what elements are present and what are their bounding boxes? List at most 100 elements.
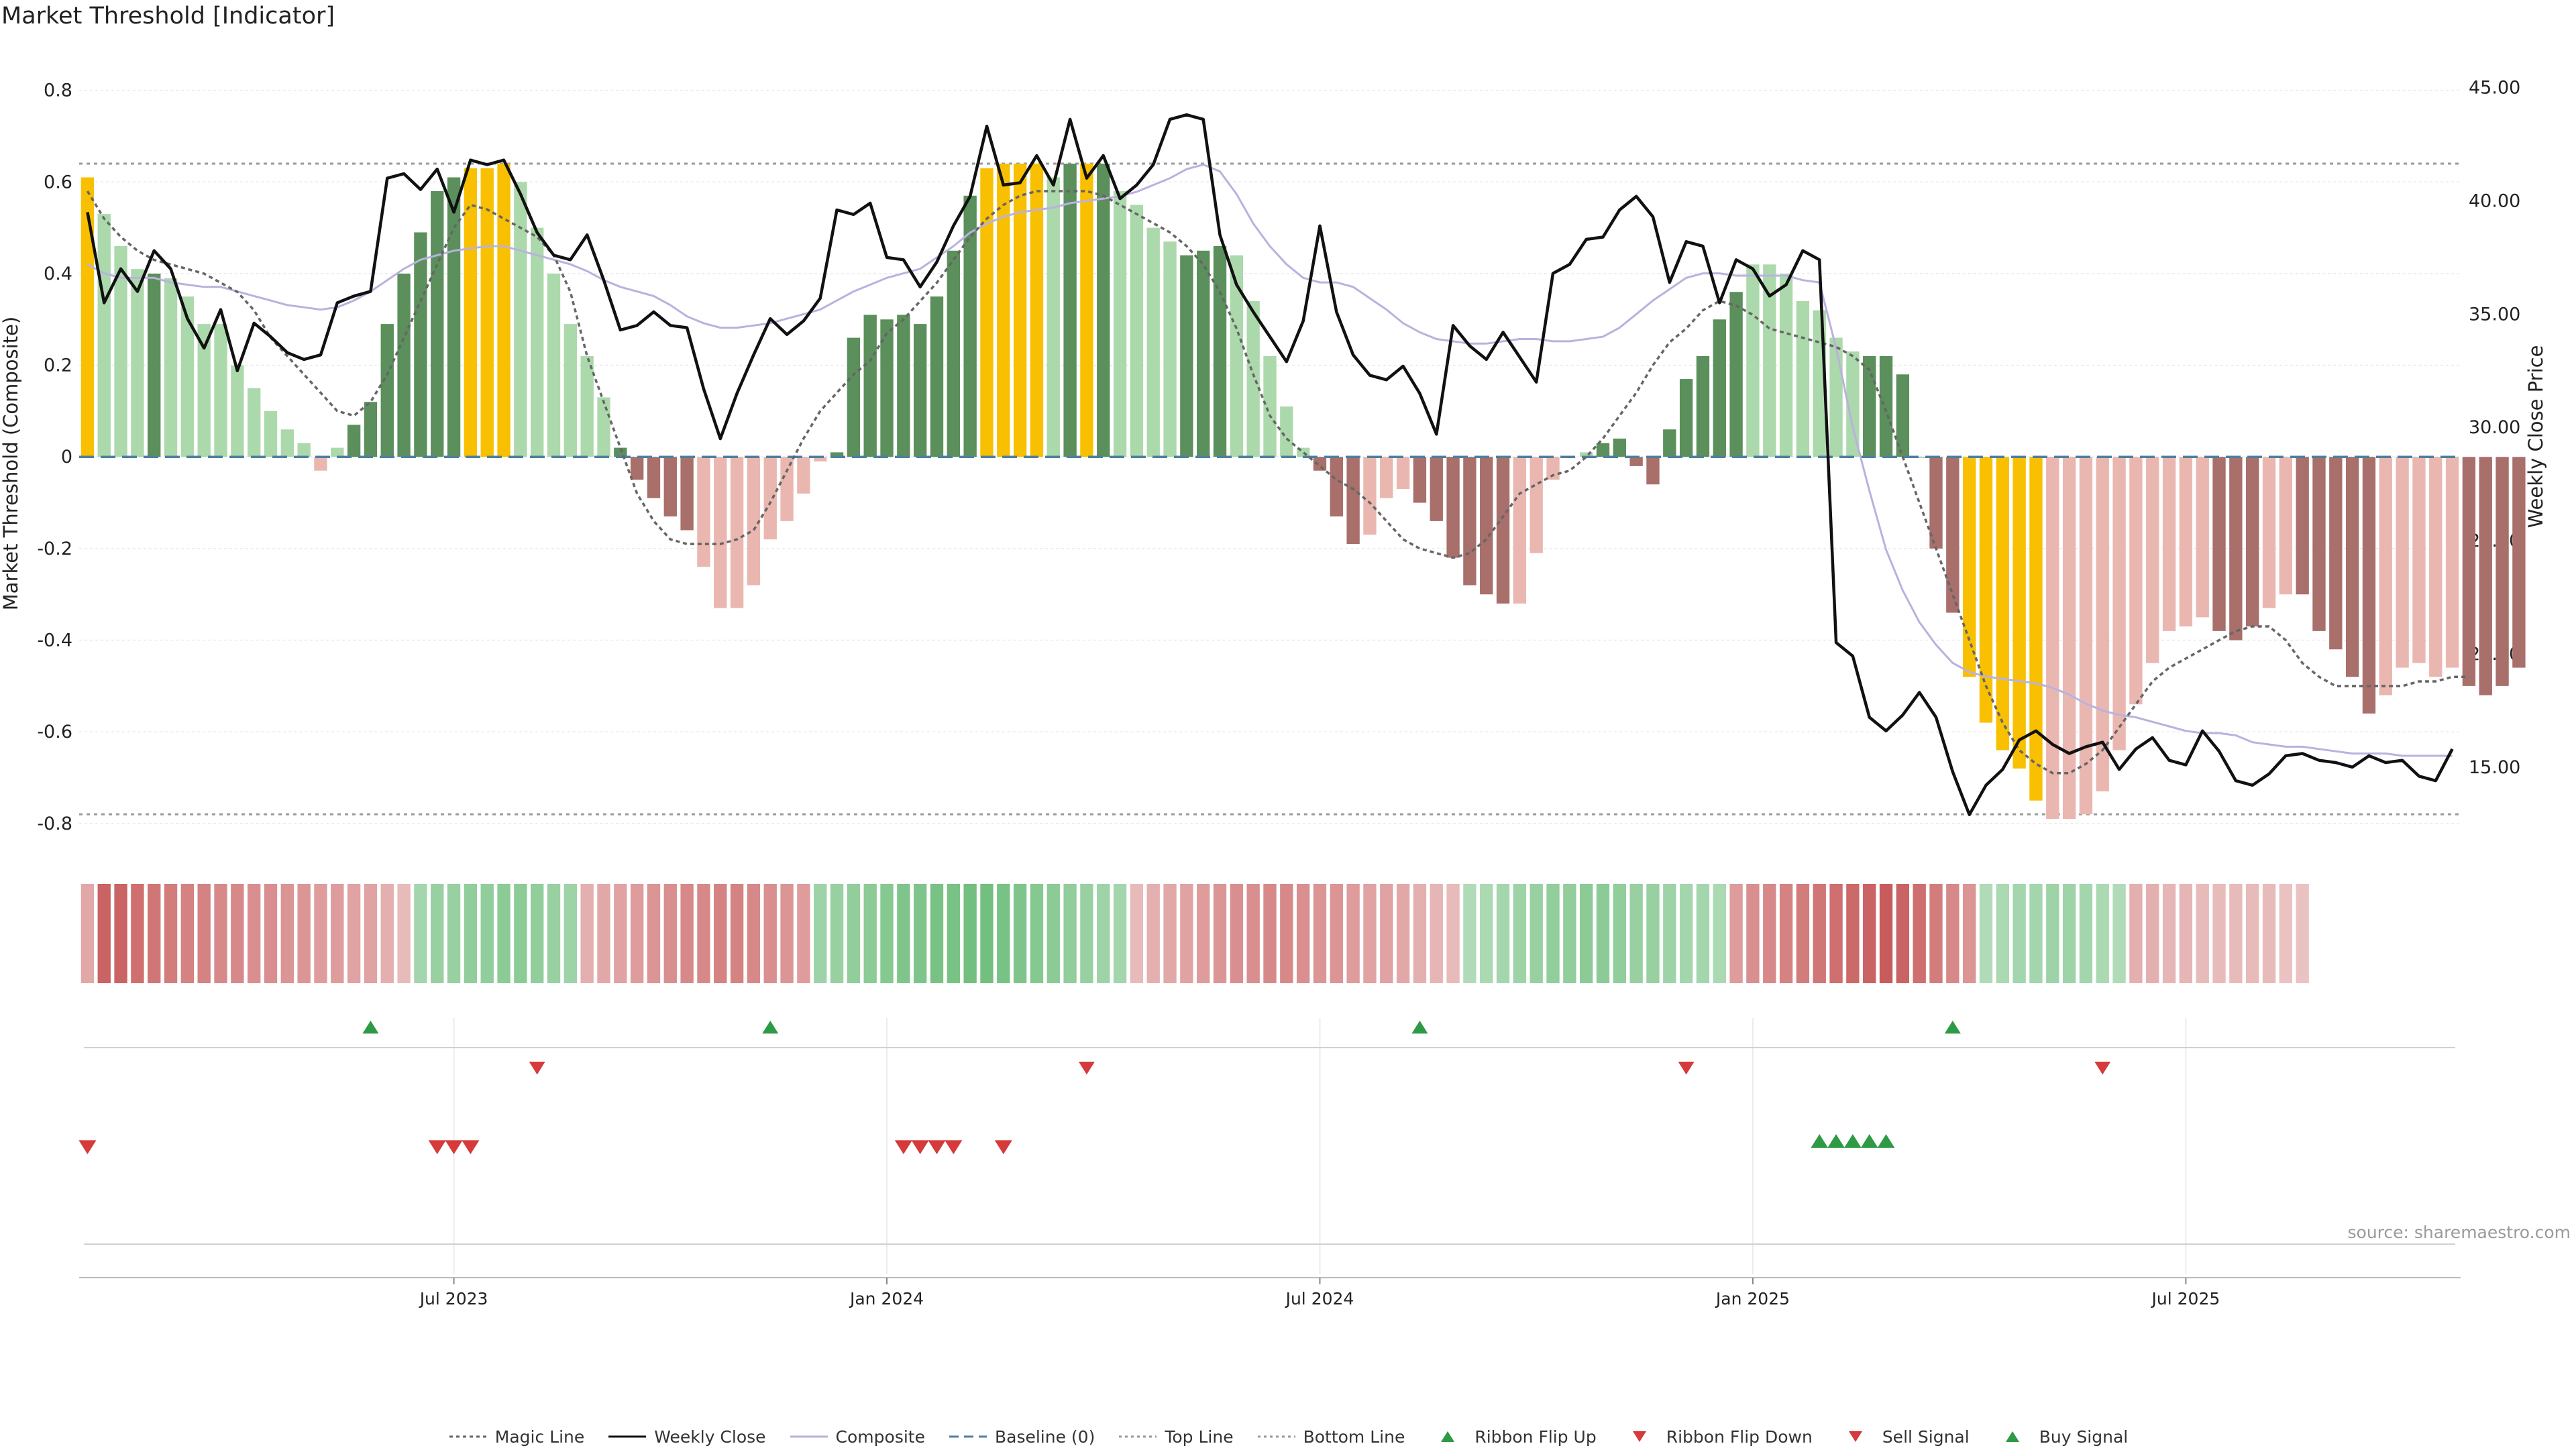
legend-label: Weekly Close xyxy=(654,1427,766,1447)
ribbon-cell xyxy=(2162,884,2176,983)
ribbon-cell xyxy=(863,884,877,983)
composite-bar xyxy=(580,355,594,457)
composite-bar xyxy=(1163,241,1177,457)
ribbon-cell xyxy=(1113,884,1127,983)
composite-bar xyxy=(630,457,644,480)
composite-bar xyxy=(280,429,294,457)
ribbon-cell xyxy=(1396,884,1410,983)
ribbon-cell xyxy=(747,884,761,983)
ribbon-cell xyxy=(1280,884,1293,983)
ribbon-cell xyxy=(1962,884,1976,983)
composite-bar xyxy=(747,457,761,585)
ribbon-cell xyxy=(114,884,127,983)
ribbon-cell xyxy=(614,884,627,983)
y-tick-label: -0.2 xyxy=(37,539,72,559)
legend-label: Composite xyxy=(835,1427,925,1447)
ribbon-cell xyxy=(1197,884,1210,983)
composite-bar xyxy=(2512,457,2526,668)
composite-bar xyxy=(930,296,944,457)
ribbon-cell xyxy=(264,884,278,983)
ribbon-cell xyxy=(1646,884,1660,983)
composite-bar xyxy=(1879,355,1893,457)
composite-bar xyxy=(997,163,1010,457)
ribbon-cell xyxy=(180,884,195,983)
composite-bar xyxy=(1696,355,1710,457)
ribbon-cell xyxy=(164,884,178,983)
ribbon-cell xyxy=(680,884,694,983)
composite-bar xyxy=(2062,457,2076,820)
ribbon-cell xyxy=(1746,884,1760,983)
composite-bar xyxy=(963,195,977,457)
composite-bar xyxy=(863,315,877,457)
composite-bar xyxy=(1979,457,1993,723)
composite-bar xyxy=(1763,264,1776,457)
composite-bar xyxy=(2429,457,2443,677)
composite-bar xyxy=(464,168,478,457)
composite-bar xyxy=(1180,255,1193,457)
composite-bar xyxy=(1896,374,1910,457)
ribbon-cell xyxy=(1363,884,1377,983)
ribbon-cell xyxy=(2296,884,2309,983)
composite-bar xyxy=(1946,457,1960,613)
legend-item: Sell Signal xyxy=(1835,1427,1970,1447)
ribbon-cell xyxy=(947,884,961,983)
ribbon-cell xyxy=(1579,884,1593,983)
ribbon-cell xyxy=(780,884,794,983)
ribbon-cell xyxy=(2212,884,2226,983)
ribbon-cell xyxy=(280,884,294,983)
y-tick-label: 0.4 xyxy=(44,264,72,284)
ribbon-cell xyxy=(1929,884,1943,983)
ribbon-cell xyxy=(1030,884,1044,983)
composite-bar xyxy=(264,410,278,457)
ribbon-cell xyxy=(597,884,610,983)
composite-bar xyxy=(2396,457,2409,668)
composite-bar xyxy=(1679,379,1693,457)
x-tick-label: Jan 2025 xyxy=(1715,1289,1790,1308)
sell-signal-marker xyxy=(445,1140,463,1155)
composite-bar xyxy=(2029,457,2043,801)
ribbon-cell xyxy=(1979,884,1993,983)
legend-item: Bottom Line xyxy=(1256,1427,1405,1447)
composite-bar xyxy=(2262,457,2276,608)
ribbon-cell xyxy=(2029,884,2043,983)
dotted-line-icon xyxy=(1119,1435,1157,1438)
legend-label: Magic Line xyxy=(494,1427,585,1447)
source-note: source: sharemaestro.com xyxy=(2347,1223,2571,1242)
ribbon-cell xyxy=(2196,884,2209,983)
ribbon-cell xyxy=(1446,884,1460,983)
sell-signal-marker xyxy=(462,1140,480,1155)
ribbon-cell xyxy=(1529,884,1543,983)
composite-bar xyxy=(2146,457,2159,663)
composite-bar xyxy=(431,190,444,457)
ribbon-flip-down-marker xyxy=(1678,1062,1695,1075)
ribbon-cell xyxy=(97,884,111,983)
y2-tick-label: 20.00 xyxy=(2469,644,2520,665)
composite-bar xyxy=(1380,457,1393,498)
composite-bar xyxy=(1596,443,1610,457)
ribbon-cell xyxy=(531,884,544,983)
ribbon-cell xyxy=(414,884,427,983)
composite-bar xyxy=(913,324,927,457)
y2-tick-label: 45.00 xyxy=(2469,78,2520,99)
buy-signal-marker xyxy=(1811,1133,1829,1148)
legend-label: Top Line xyxy=(1165,1427,1234,1447)
legend-item: Baseline (0) xyxy=(948,1427,1095,1447)
ribbon-flip-up-marker xyxy=(1944,1020,1961,1034)
ribbon-cell xyxy=(814,884,827,983)
composite-bar xyxy=(697,457,710,567)
ribbon-cell xyxy=(1013,884,1027,983)
ribbon-cell xyxy=(80,884,95,983)
composite-bar xyxy=(780,457,794,521)
composite-bar xyxy=(2379,457,2392,695)
y-tick-label: 0.2 xyxy=(44,355,72,376)
ribbon-cell xyxy=(980,884,994,983)
composite-bar xyxy=(1213,245,1227,457)
solid-line-icon xyxy=(608,1435,647,1438)
y-tick-label: 0.6 xyxy=(44,172,72,192)
ribbon-cell xyxy=(1046,884,1060,983)
composite-bar xyxy=(1130,205,1144,457)
ribbon-cell xyxy=(847,884,861,983)
dashed-line-icon xyxy=(949,1435,987,1438)
composite-bar xyxy=(2096,457,2109,792)
